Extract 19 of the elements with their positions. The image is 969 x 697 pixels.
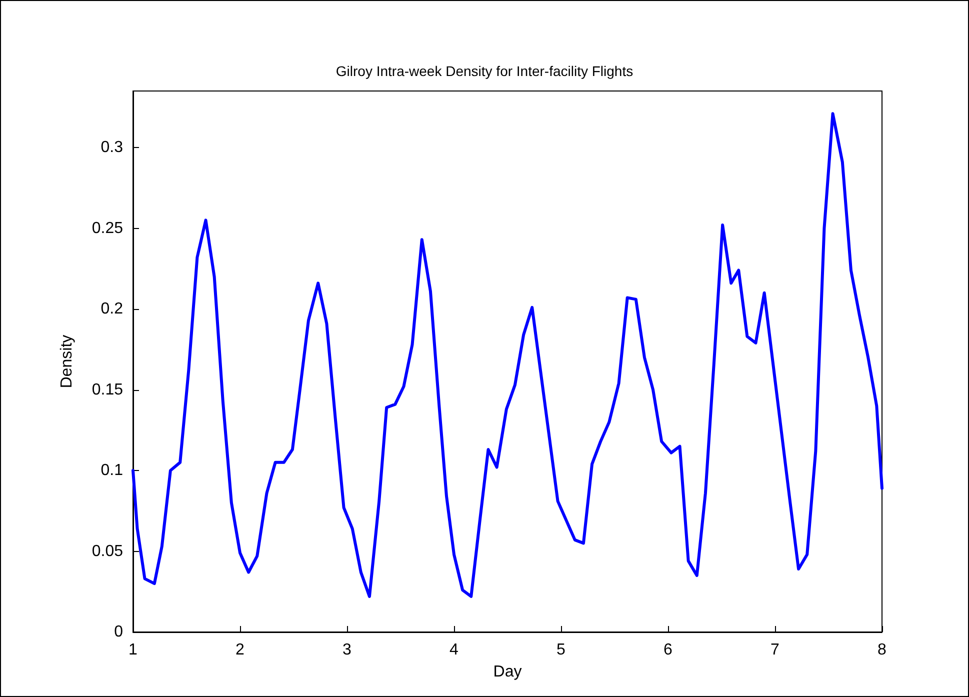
x-tick-label: 1 xyxy=(128,642,138,658)
x-tick-label: 3 xyxy=(342,642,352,658)
x-tick-label: 5 xyxy=(556,642,566,658)
y-axis-title: Density xyxy=(58,334,76,388)
x-tick-label: 2 xyxy=(236,642,245,658)
line-series xyxy=(132,112,884,598)
x-axis-title: Day xyxy=(493,664,522,680)
y-tick-label: 0 xyxy=(114,624,124,640)
x-tick-label: 4 xyxy=(450,642,459,658)
x-tick-label: 8 xyxy=(878,642,887,658)
y-tick-label: 0.3 xyxy=(100,139,124,156)
x-tick-label: 6 xyxy=(664,642,673,658)
x-tick-label: 7 xyxy=(770,642,780,658)
chart-title: Gilroy Intra-week Density for Inter-facility Flights xyxy=(336,63,634,79)
y-tick-label: 0.25 xyxy=(92,220,124,237)
y-tick-label: 0.15 xyxy=(92,381,124,398)
y-tick-label: 0.2 xyxy=(100,300,124,318)
y-tick-label: 0.05 xyxy=(92,542,124,560)
y-tick-label: 0.1 xyxy=(100,462,124,480)
